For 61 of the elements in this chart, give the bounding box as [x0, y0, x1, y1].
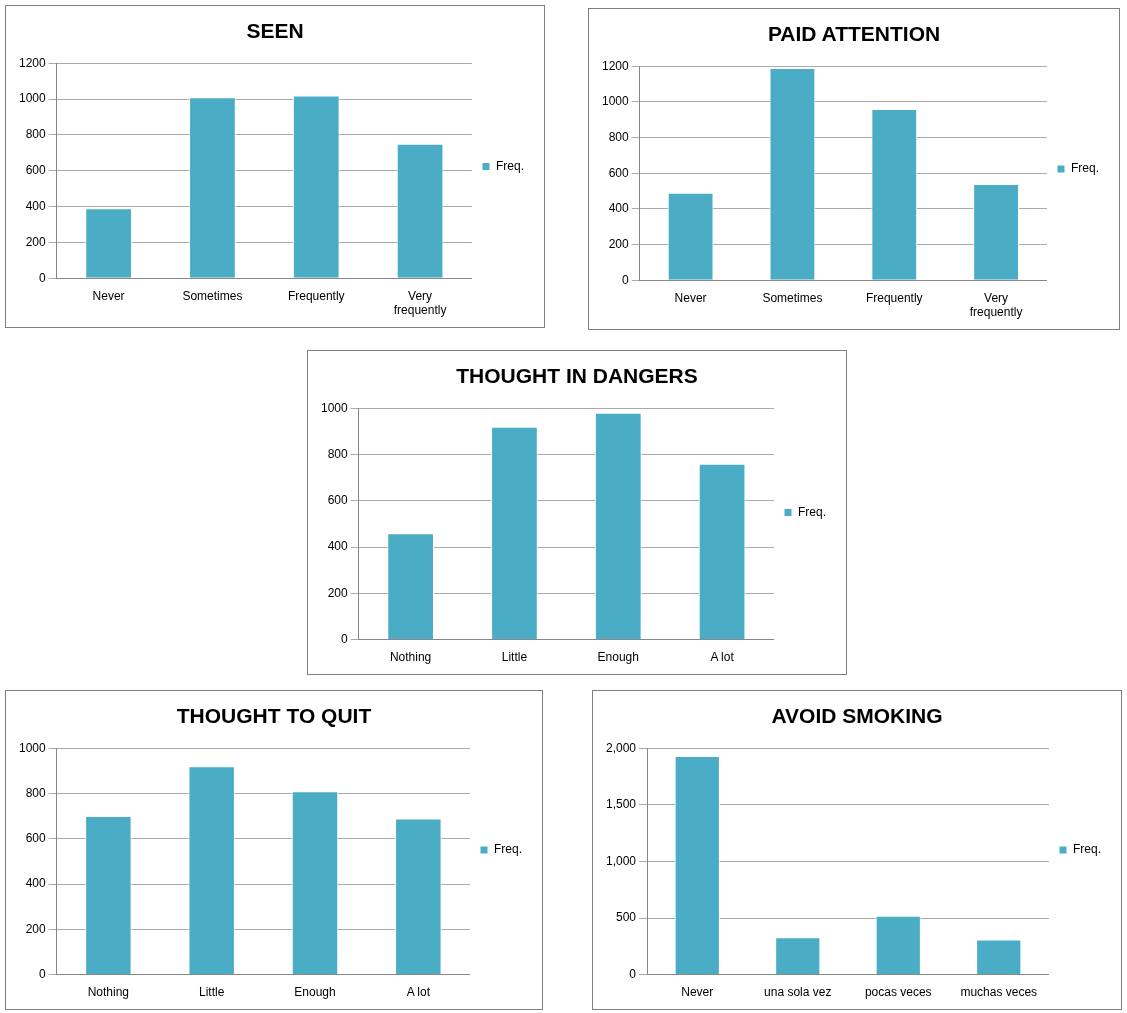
y-tick-label: 800 — [327, 446, 349, 461]
x-tick-label: Nothing — [87, 985, 130, 1000]
legend-label: Freq. — [493, 842, 523, 857]
x-tick-label: Frequently — [287, 288, 345, 303]
legend-label: Freq. — [1070, 161, 1100, 176]
legend-label: Freq. — [797, 504, 827, 519]
x-tick-label: Enough — [294, 985, 336, 1000]
x-tick-label: Enough — [597, 650, 639, 665]
x-tick-label: Never — [92, 288, 125, 303]
y-tick-label: 400 — [327, 539, 349, 554]
y-tick-label: 500 — [616, 910, 637, 925]
chart-title: SEEN — [246, 19, 304, 43]
y-tick-label: 600 — [25, 163, 47, 178]
x-tick-label: pocas veces — [864, 985, 932, 1000]
y-tick-label: 1000 — [320, 400, 349, 415]
x-tick-label: Little — [501, 650, 528, 665]
y-tick-label: 1200 — [18, 55, 47, 70]
x-tick-label: Sometimes — [762, 290, 823, 305]
y-tick-label: 1000 — [601, 94, 630, 109]
y-tick-label: 200 — [25, 234, 47, 249]
y-tick-label: 400 — [608, 201, 630, 216]
y-tick-label: 1000 — [18, 740, 47, 755]
y-tick-label: 1,500 — [606, 797, 637, 812]
legend-label: Freq. — [495, 158, 525, 173]
y-tick-label: 400 — [25, 198, 47, 213]
x-tick-label: Nothing — [389, 650, 432, 665]
x-tick-label: Never — [674, 290, 707, 305]
x-tick-label: Sometimes — [182, 288, 243, 303]
y-tick-label: 200 — [608, 236, 630, 251]
y-tick-label: 0 — [39, 966, 47, 981]
y-tick-label: 2,000 — [606, 740, 637, 755]
x-tick-label: Very frequently — [393, 288, 447, 318]
y-tick-label: 0 — [39, 270, 47, 285]
x-tick-label: A lot — [406, 985, 431, 1000]
x-tick-label: Frequently — [865, 290, 923, 305]
x-tick-label: muchas veces — [960, 985, 1038, 1000]
y-tick-label: 800 — [25, 127, 47, 142]
y-tick-label: 800 — [608, 129, 630, 144]
y-tick-label: 600 — [327, 493, 349, 508]
y-tick-label: 200 — [327, 585, 349, 600]
y-tick-label: 1000 — [18, 91, 47, 106]
legend-label: Freq. — [1072, 842, 1102, 857]
y-tick-label: 0 — [622, 272, 630, 287]
y-tick-label: 800 — [25, 785, 47, 800]
chart-title: AVOID SMOKING — [771, 704, 943, 728]
y-tick-label: 1,000 — [606, 853, 637, 868]
chart-title: THOUGHT IN DANGERS — [456, 364, 698, 388]
x-tick-label: A lot — [710, 650, 735, 665]
y-tick-label: 200 — [25, 921, 47, 936]
y-tick-label: 0 — [629, 966, 637, 981]
x-tick-label: Very frequently — [969, 290, 1023, 320]
y-tick-label: 400 — [25, 876, 47, 891]
chart-title: PAID ATTENTION — [767, 22, 941, 46]
x-tick-label: Little — [199, 985, 225, 1000]
y-tick-label: 0 — [341, 631, 349, 646]
x-tick-label: una sola vez — [764, 985, 832, 1000]
y-tick-label: 600 — [25, 831, 47, 846]
y-tick-label: 1200 — [601, 58, 630, 73]
chart-title: THOUGHT TO QUIT — [176, 704, 372, 728]
x-tick-label: Never — [681, 985, 714, 1000]
y-tick-label: 600 — [608, 165, 630, 180]
